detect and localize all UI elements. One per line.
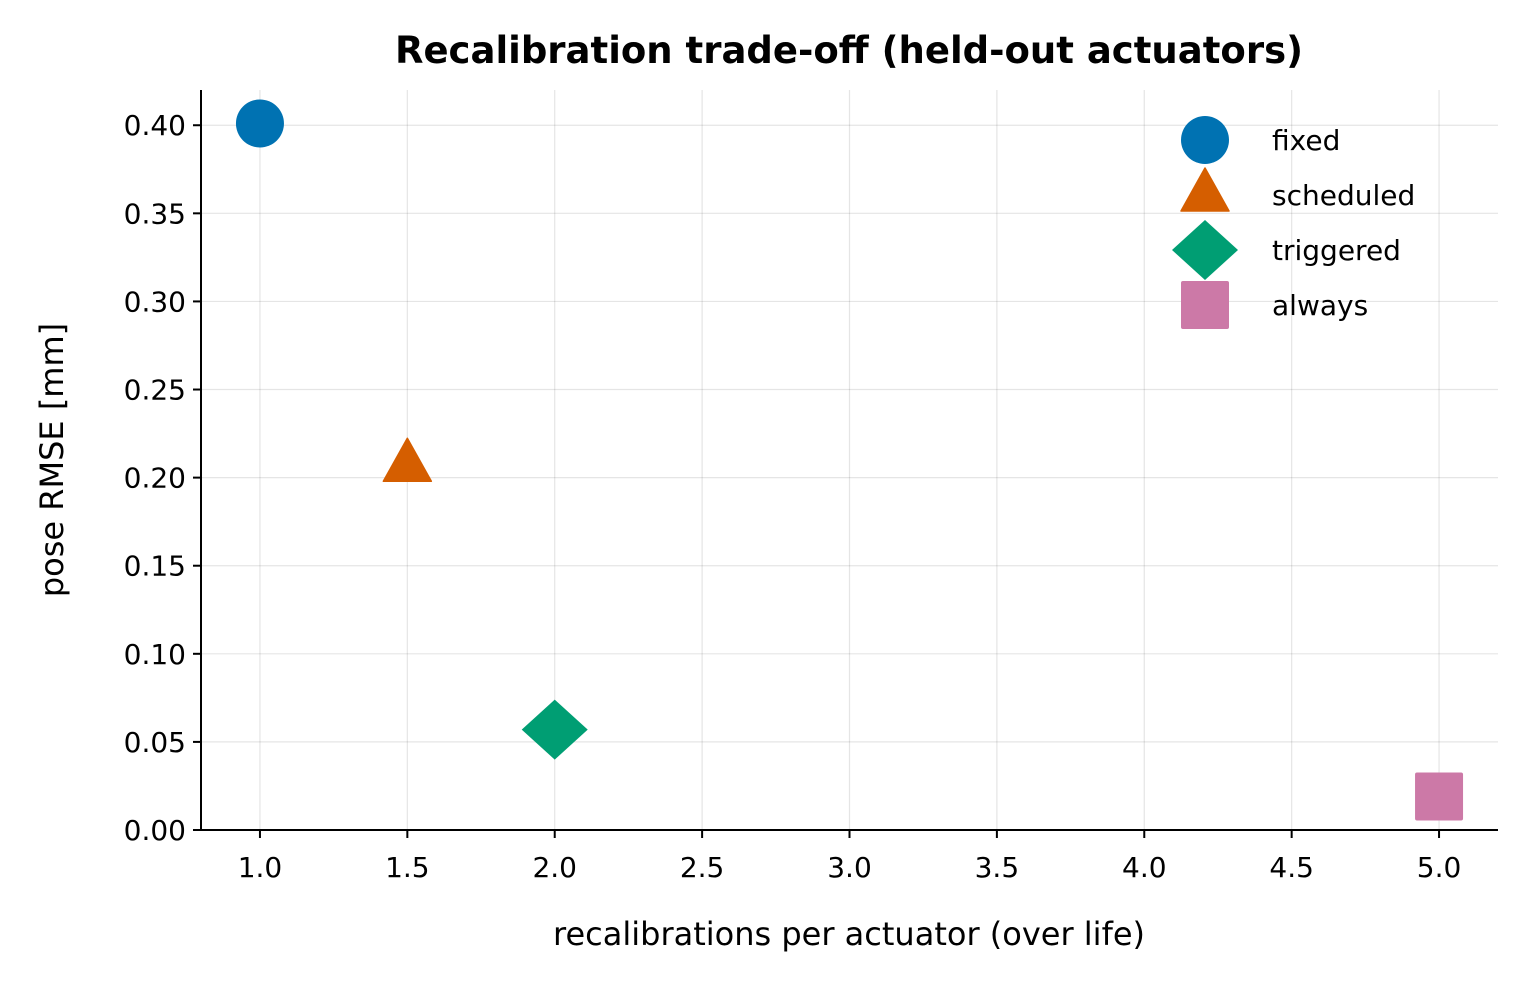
y-tick-label: 0.25 [124, 374, 186, 407]
y-tick-label: 0.35 [124, 197, 186, 230]
point-triggered [521, 699, 588, 760]
legend: fixed scheduled triggered always [1172, 116, 1415, 329]
legend-label-always: always [1272, 289, 1368, 322]
x-tick-label: 3.0 [827, 851, 872, 884]
x-tick-label: 3.5 [975, 851, 1020, 884]
chart-title: Recalibration trade-off (held-out actuat… [395, 29, 1303, 72]
x-axis-label: recalibrations per actuator (over life) [553, 915, 1145, 953]
legend-label-fixed: fixed [1272, 124, 1340, 157]
y-tick-label: 0.15 [124, 550, 186, 583]
y-axis-label: pose RMSE [mm] [33, 323, 71, 597]
y-tick-label: 0.10 [124, 638, 186, 671]
x-tick-label: 4.0 [1122, 851, 1167, 884]
x-tick-label: 1.5 [385, 851, 430, 884]
y-tick-label: 0.00 [124, 814, 186, 847]
y-tick-label: 0.05 [124, 726, 186, 759]
grid-lines [201, 90, 1498, 831]
x-tick-label: 2.0 [532, 851, 577, 884]
legend-label-triggered: triggered [1272, 234, 1401, 267]
x-tick-label: 4.5 [1269, 851, 1314, 884]
legend-marker-fixed [1181, 116, 1229, 164]
x-tick-label: 2.5 [680, 851, 725, 884]
x-tick-label: 1.0 [238, 851, 283, 884]
legend-label-scheduled: scheduled [1272, 179, 1415, 212]
y-tick-label: 0.40 [124, 109, 186, 142]
axis-ticks: 1.0 1.5 2.0 2.5 3.0 3.5 4.0 4.5 5.0 0.00 0.05 0.10 0… [124, 109, 1462, 884]
y-tick-label: 0.20 [124, 462, 186, 495]
point-fixed [235, 99, 284, 148]
legend-marker-triggered [1172, 220, 1238, 280]
y-tick-label: 0.30 [124, 285, 186, 318]
point-scheduled [382, 437, 433, 483]
x-tick-label: 5.0 [1417, 851, 1462, 884]
data-points [235, 99, 1464, 821]
axis-spines [200, 90, 1498, 831]
legend-marker-always [1181, 281, 1229, 329]
point-always [1415, 772, 1464, 821]
legend-marker-scheduled [1180, 167, 1230, 212]
